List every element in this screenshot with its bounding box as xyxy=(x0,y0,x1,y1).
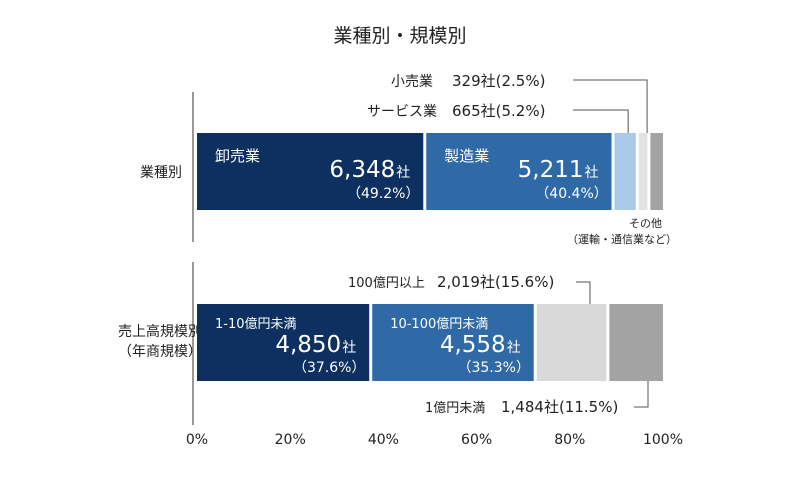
bar-segment xyxy=(609,304,663,381)
bar-segment-name: 1-10億円未満 xyxy=(215,316,297,332)
x-tick-label: 40% xyxy=(368,432,399,448)
callout-name: 100億円以上 xyxy=(348,275,425,291)
callout-line xyxy=(573,79,648,133)
callout-name: 1億円未満 xyxy=(425,400,485,416)
callout-value: 1,484社(11.5%) xyxy=(501,398,618,416)
bar-segment xyxy=(536,304,607,381)
bar-segment xyxy=(650,133,663,210)
bar-segment xyxy=(426,133,612,210)
bar-value-label: 4,850 xyxy=(275,332,341,358)
bar-segment-name: 卸売業 xyxy=(215,147,260,165)
callout-name-sub: （運輸・通信業など） xyxy=(567,232,677,246)
bar-percent-label: （49.2%） xyxy=(347,186,419,202)
bar-segment xyxy=(638,133,648,210)
callout-value: 665社(5.2%) xyxy=(452,102,545,120)
bar-segment xyxy=(614,133,636,210)
bar-unit-label: 社 xyxy=(507,340,521,356)
x-tick-label: 100% xyxy=(643,432,683,448)
category-label: 業種別 xyxy=(140,165,182,181)
bar-percent-label: （40.4%） xyxy=(535,186,607,202)
callout-line xyxy=(576,281,591,304)
bar-segment-name: 製造業 xyxy=(444,147,489,165)
bar-value-label: 6,348 xyxy=(329,157,395,183)
callout-name: サービス業 xyxy=(367,104,437,120)
bar-segment xyxy=(197,133,424,210)
category-label-sub: （年商規模） xyxy=(118,344,202,360)
bar-unit-label: 社 xyxy=(585,165,599,181)
bar-segment xyxy=(372,304,534,381)
bar-value-label: 5,211 xyxy=(518,157,584,183)
category-label: 売上高規模別 xyxy=(118,323,202,340)
bar-value-label: 4,558 xyxy=(440,332,506,358)
bar-percent-label: （37.6%） xyxy=(293,360,365,376)
x-tick-label: 60% xyxy=(461,432,492,448)
bar-unit-label: 社 xyxy=(342,340,356,356)
callout-value: 2,019社(15.6%) xyxy=(437,273,554,291)
callout-name: その他 xyxy=(629,217,662,230)
bar-unit-label: 社 xyxy=(396,165,410,181)
callout-line xyxy=(634,381,649,408)
x-tick-label: 20% xyxy=(275,432,306,448)
bar-percent-label: （35.3%） xyxy=(457,360,529,376)
bar-segment-name: 10-100億円未満 xyxy=(390,316,488,332)
bar-segment xyxy=(197,304,370,381)
callout-name: 小売業 xyxy=(391,74,433,90)
callout-line xyxy=(573,109,629,133)
chart-title: 業種別・規模別 xyxy=(333,25,466,47)
x-tick-label: 0% xyxy=(186,432,208,448)
callout-value: 329社(2.5%) xyxy=(452,72,545,90)
x-tick-label: 80% xyxy=(554,432,585,448)
